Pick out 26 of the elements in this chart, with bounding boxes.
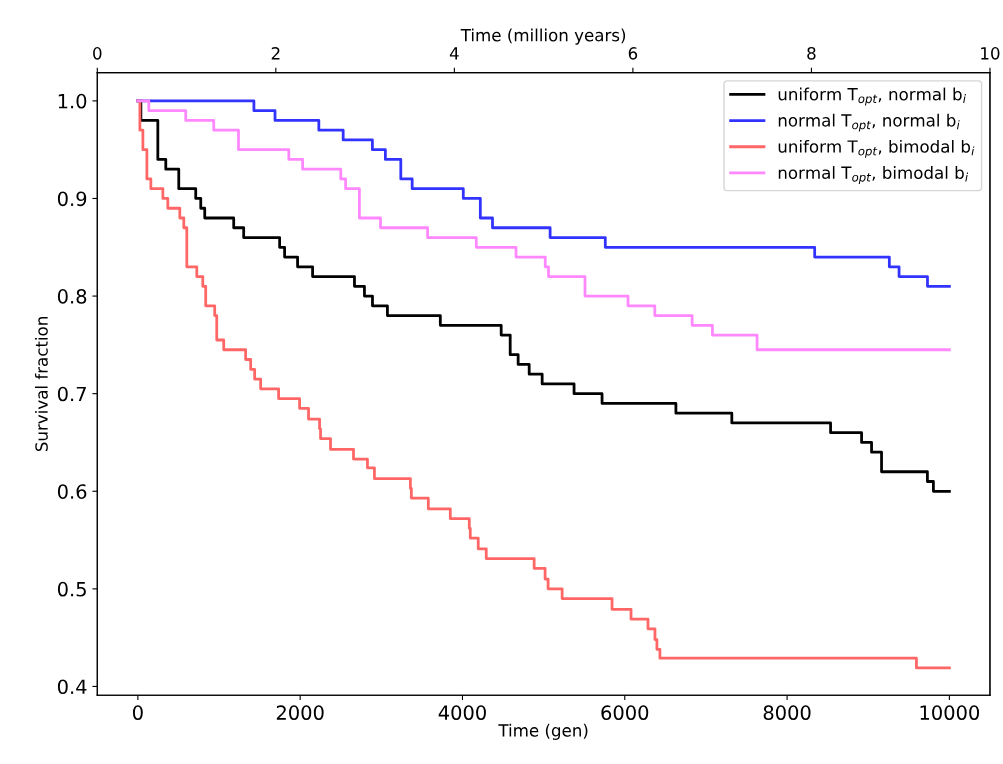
y-tick-label: 0.9 xyxy=(57,191,87,207)
x2-tick-label: 4 xyxy=(449,47,459,60)
x-tick-label: 6000 xyxy=(601,705,649,721)
x-tick-label: 4000 xyxy=(438,705,486,721)
x2-tick-label: 2 xyxy=(271,47,280,60)
y-tick-label: 0.8 xyxy=(57,289,87,304)
x-tick-label: 8000 xyxy=(763,705,811,721)
x2-tick-label: 10 xyxy=(981,47,1000,60)
legend-label: uniform T$_{opt}$, bimodal b$_{i}$ xyxy=(778,139,975,158)
y-tick-label: 1.0 xyxy=(58,93,87,109)
x2-tick-label: 6 xyxy=(628,47,638,60)
y-tick-label: 0.6 xyxy=(57,484,87,499)
y-axis-title: Survival fraction xyxy=(34,317,48,452)
x-tick-label: 2000 xyxy=(276,705,324,721)
x-tick-label: 10000 xyxy=(920,705,980,721)
y-tick-label: 0.4 xyxy=(57,679,87,695)
x2-axis-title: Time (million years) xyxy=(460,28,626,45)
legend-label: uniform T$_{opt}$, normal b$_{i}$ xyxy=(778,87,966,106)
x-tick-label: 0 xyxy=(132,705,143,721)
x2-tick-label: 0 xyxy=(93,47,102,60)
legend-label: normal T$_{opt}$, normal b$_{i}$ xyxy=(778,113,960,132)
x2-tick-label: 8 xyxy=(807,47,816,60)
y-tick-label: 0.7 xyxy=(57,386,86,402)
legend-label: normal T$_{opt}$, bimodal b$_{i}$ xyxy=(778,166,969,184)
x-axis-title: Time (gen) xyxy=(498,723,588,740)
y-tick-label: 0.5 xyxy=(57,581,86,597)
